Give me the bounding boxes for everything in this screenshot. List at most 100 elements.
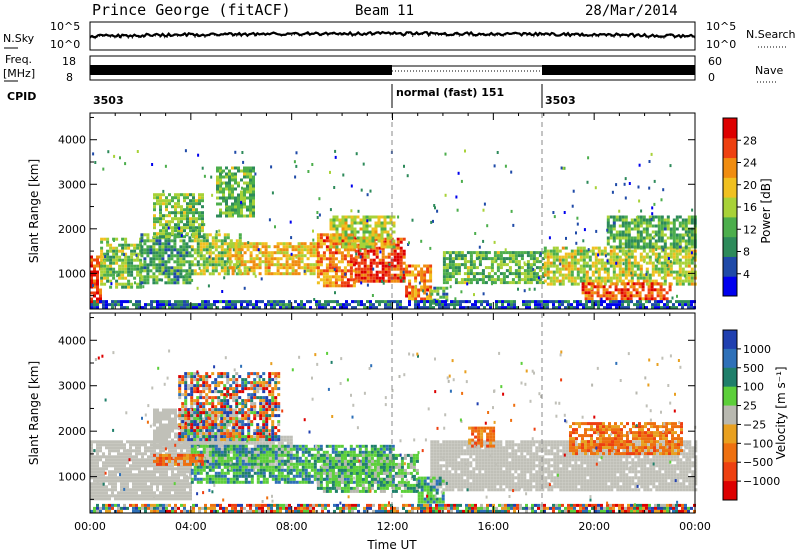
power-speckle-cell [290, 252, 293, 256]
power-cell [587, 297, 591, 301]
power-cell [423, 297, 427, 301]
velocity-cell [138, 497, 141, 501]
power-cell [627, 279, 631, 283]
power-cell [158, 272, 162, 276]
power-cell [654, 279, 658, 283]
power-cell [329, 245, 333, 249]
power-speckle-cell [657, 257, 659, 261]
power-speckle-cell [669, 260, 672, 264]
velocity-cell [457, 446, 461, 450]
power-cell [156, 300, 159, 304]
power-cell [186, 193, 189, 197]
power-cell [624, 255, 628, 259]
power-cell [687, 261, 691, 265]
power-cell [372, 279, 376, 283]
power-cell [380, 227, 384, 231]
power-cell [570, 276, 574, 280]
velocity-cell [108, 461, 111, 465]
power-cell [621, 242, 625, 246]
power-cell [657, 252, 661, 256]
power-cell [102, 306, 105, 310]
power-cell [316, 233, 320, 237]
power-cell [344, 242, 348, 246]
power-cell [466, 251, 470, 255]
velocity-cell [138, 458, 141, 462]
power-cell [121, 252, 125, 256]
power-cell [231, 178, 234, 182]
power-cell [156, 193, 159, 197]
power-cell [332, 236, 336, 240]
power-cell [347, 224, 351, 228]
power-cell [448, 266, 452, 270]
power-cell [369, 267, 373, 271]
velocity-cell [114, 473, 117, 477]
power-cell [249, 190, 252, 194]
power-speckle-cell [575, 231, 577, 235]
power-cell [350, 221, 354, 225]
power-cell [594, 303, 597, 307]
power-speckle-cell [220, 182, 223, 186]
power-cell [261, 300, 264, 304]
power-cell [225, 181, 228, 185]
velocity-cell [108, 482, 111, 486]
velocity-cell [126, 440, 129, 444]
power-cell [642, 276, 646, 280]
power-cell [594, 267, 598, 271]
velocity-cell [96, 470, 99, 474]
power-cell [234, 166, 237, 170]
power-cell [205, 251, 209, 255]
power-speckle-cell [311, 163, 314, 166]
power-cell [360, 267, 364, 271]
power-cell [444, 306, 447, 310]
velocity-cell [96, 461, 99, 465]
power-cell [371, 236, 375, 240]
power-cell [173, 281, 177, 285]
velocity-cell [436, 470, 440, 474]
power-cell [384, 261, 388, 265]
power-speckle [91, 149, 695, 301]
power-cell [216, 169, 219, 173]
power-cell [408, 300, 411, 304]
power-cell [228, 214, 231, 218]
power-speckle-cell [355, 252, 358, 256]
power-speckle-cell [366, 193, 369, 197]
power-cell [511, 254, 515, 258]
velocity-cell [159, 452, 162, 456]
power-cell [478, 272, 482, 276]
power-cell [537, 300, 540, 304]
power-cell [106, 252, 110, 256]
velocity-cell [138, 440, 141, 444]
velocity-cell [183, 452, 186, 456]
power-cell [205, 245, 209, 249]
power-cell [288, 300, 291, 304]
power-cell [657, 258, 661, 262]
power-cell [399, 261, 403, 265]
power-cell [450, 300, 453, 304]
power-cell [177, 223, 180, 227]
power-cell [378, 261, 382, 265]
power-cell [319, 260, 323, 264]
power-cell [185, 254, 189, 258]
velocity-cell [153, 458, 156, 462]
power-cell [335, 239, 339, 243]
power-cell [669, 255, 673, 259]
power-cell [396, 267, 400, 271]
power-cell [414, 288, 418, 292]
velocity-cell [135, 488, 138, 492]
power-cell [365, 230, 369, 234]
power-cell [294, 272, 298, 276]
power-cell [529, 275, 533, 279]
power-cell [690, 218, 694, 222]
velocity-cell [436, 443, 440, 447]
velocity-cell [448, 470, 452, 474]
power-cell [600, 249, 604, 253]
power-cell [322, 233, 326, 237]
velocity-cell [165, 497, 168, 501]
freq-tick-top: 18 [62, 55, 76, 68]
power-cell [375, 270, 379, 274]
power-cell [316, 257, 320, 261]
power-cell [341, 215, 345, 219]
power-cell [237, 257, 241, 261]
